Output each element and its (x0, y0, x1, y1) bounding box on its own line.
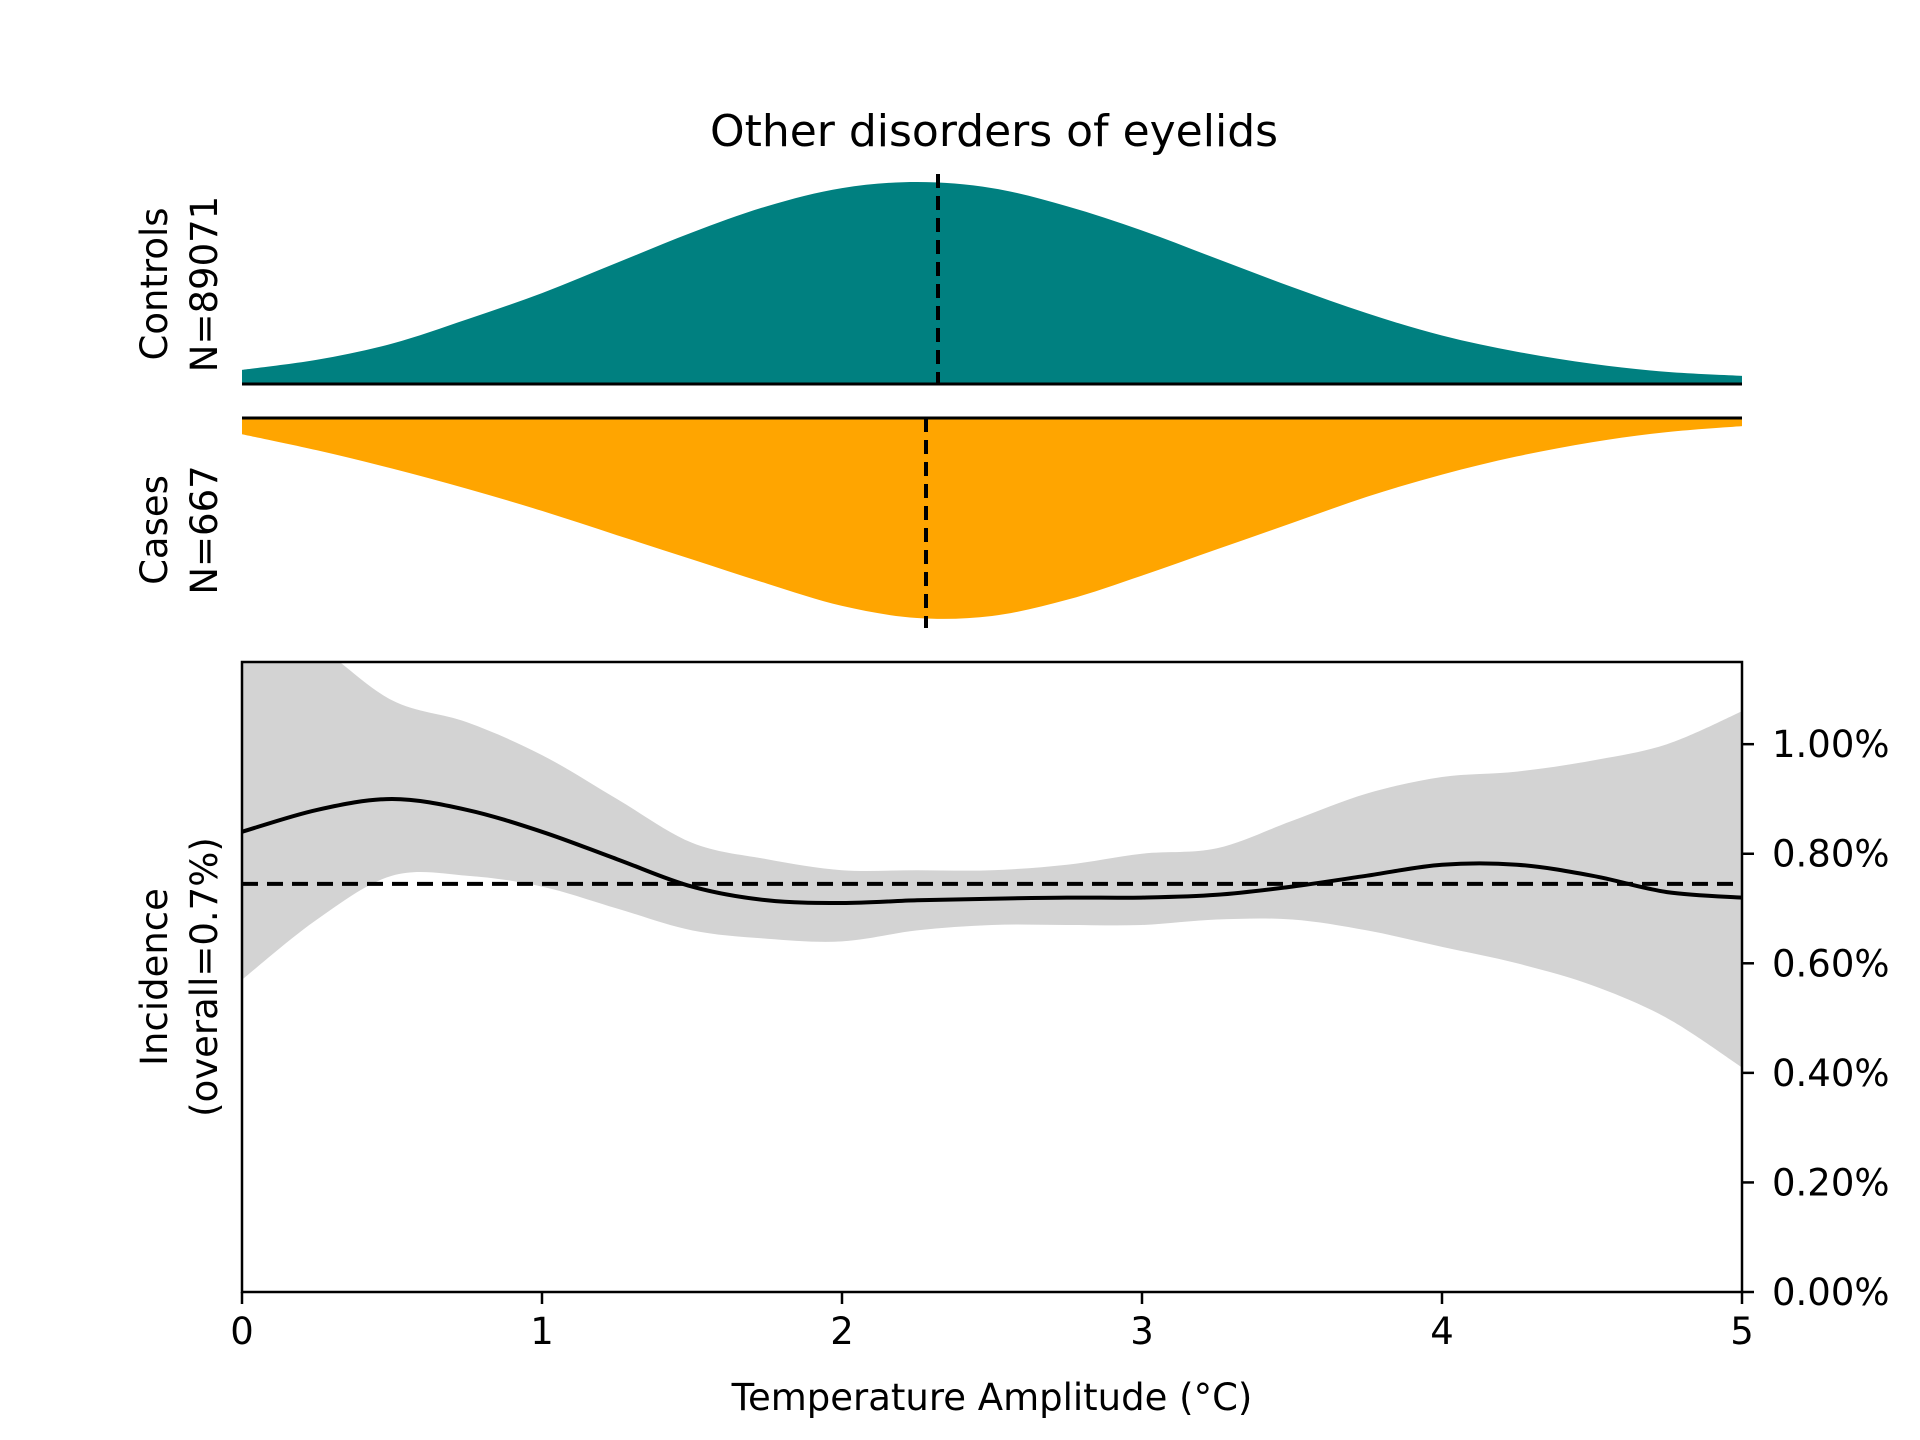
controls-label: Controls (133, 207, 176, 360)
cases-panel: Cases N=667 (133, 416, 1742, 628)
cases-count: N=667 (183, 465, 226, 594)
x-tick-label: 1 (530, 1310, 554, 1353)
x-tick-label: 5 (1730, 1310, 1754, 1353)
x-tick-label: 4 (1430, 1310, 1454, 1353)
controls-density-area (242, 182, 1742, 384)
y-tick-label: 0.60% (1772, 942, 1890, 985)
x-axis-label: Temperature Amplitude (°C) (731, 1376, 1253, 1419)
x-axis: 0 1 2 3 4 5 (230, 1292, 1754, 1353)
cases-label: Cases (133, 475, 176, 585)
cases-density-area (242, 418, 1742, 619)
incidence-mean-line (242, 796, 1742, 906)
controls-count: N=89071 (183, 196, 226, 372)
incidence-panel: 0 1 2 3 4 5 0.00% 0.20% 0.40% 0.60% 0.80% 1.00% In… (133, 660, 1890, 1419)
y-tick-label: 0.20% (1772, 1161, 1890, 1204)
x-tick-label: 2 (830, 1310, 854, 1353)
y-axis-right: 0.00% 0.20% 0.40% 0.60% 0.80% 1.00% (1742, 723, 1890, 1314)
y-tick-label: 1.00% (1772, 723, 1890, 766)
x-tick-label: 3 (1130, 1310, 1154, 1353)
y-tick-label: 0.80% (1772, 833, 1890, 876)
controls-panel: Controls N=89071 (133, 174, 1742, 386)
y-tick-label: 0.40% (1772, 1052, 1890, 1095)
incidence-ylabel: Incidence (133, 888, 176, 1066)
chart-title: Other disorders of eyelids (710, 106, 1278, 157)
x-tick-label: 0 (230, 1310, 254, 1353)
y-tick-label: 0.00% (1772, 1271, 1890, 1314)
plot-frame (240, 660, 1744, 1294)
incidence-ylabel-overall: (overall=0.7%) (183, 837, 226, 1117)
